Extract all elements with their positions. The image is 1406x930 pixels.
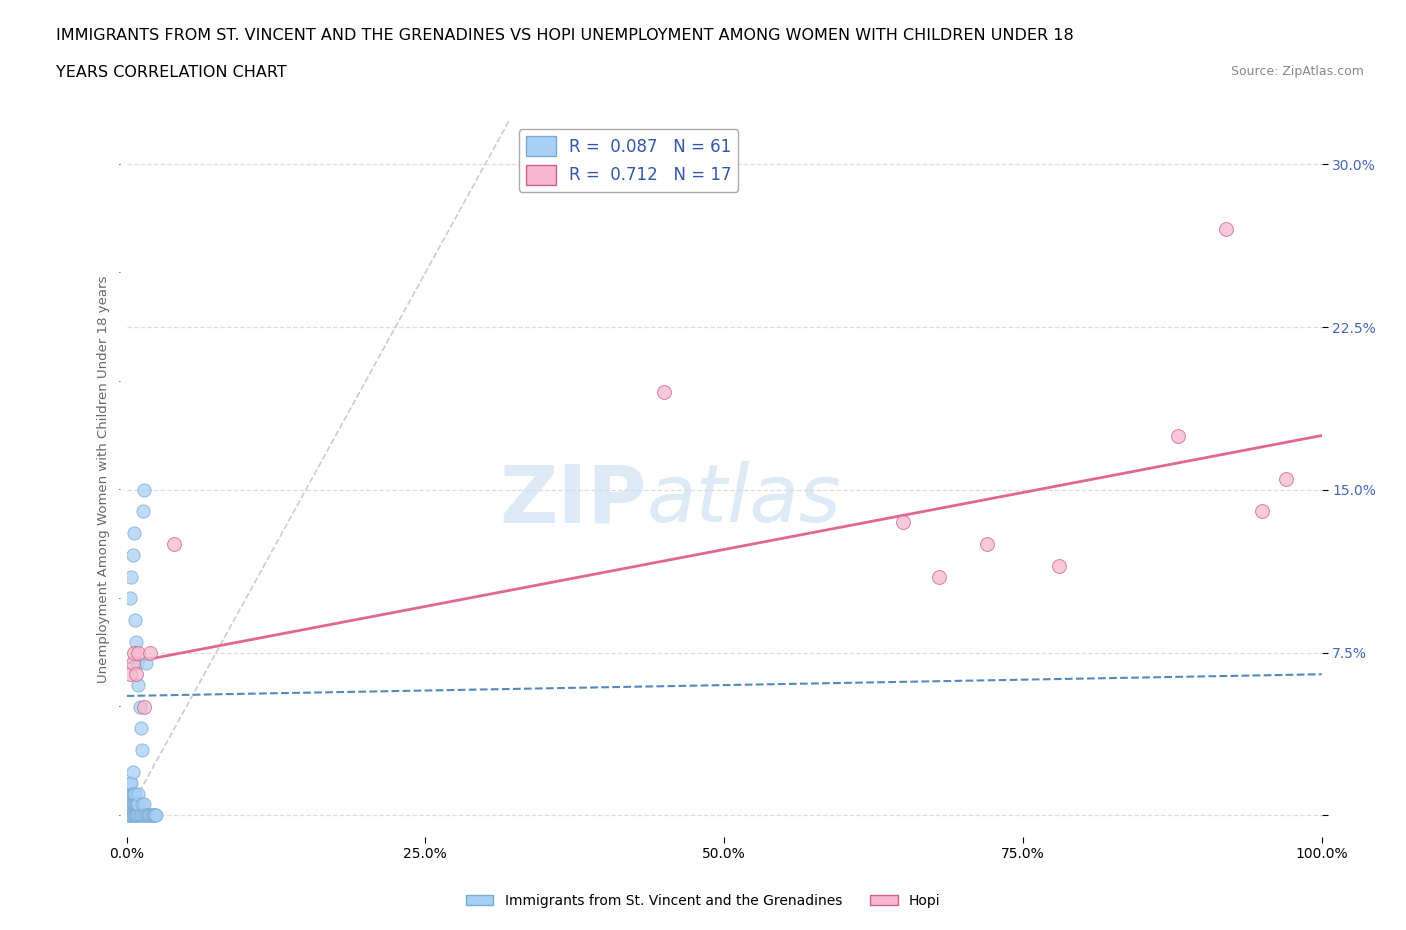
Point — [127, 656, 149, 671]
Point — [134, 808, 156, 823]
Point — [121, 548, 143, 563]
Point — [136, 808, 159, 823]
Point — [121, 786, 143, 801]
Point — [120, 797, 142, 812]
Point — [143, 808, 166, 823]
Point — [131, 743, 153, 758]
Point — [135, 808, 157, 823]
Point — [1274, 472, 1296, 486]
Text: IMMIGRANTS FROM ST. VINCENT AND THE GRENADINES VS HOPI UNEMPLOYMENT AMONG WOMEN : IMMIGRANTS FROM ST. VINCENT AND THE GREN… — [56, 28, 1074, 43]
Point — [134, 797, 156, 812]
Point — [132, 808, 155, 823]
Point — [122, 797, 145, 812]
Point — [120, 569, 142, 584]
Point — [127, 797, 149, 812]
Point — [1167, 428, 1189, 443]
Text: atlas: atlas — [647, 461, 841, 539]
Legend: R =  0.087   N = 61, R =  0.712   N = 17: R = 0.087 N = 61, R = 0.712 N = 17 — [519, 129, 738, 192]
Point — [143, 808, 166, 823]
Point — [1215, 222, 1237, 237]
Point — [117, 786, 139, 801]
Point — [125, 797, 148, 812]
Point — [976, 537, 998, 551]
Point — [120, 797, 142, 812]
Point — [128, 699, 150, 714]
Point — [127, 808, 149, 823]
Point — [139, 808, 162, 823]
Point — [120, 786, 142, 801]
Point — [125, 634, 148, 649]
Point — [124, 797, 146, 812]
Point — [118, 797, 141, 812]
Point — [131, 797, 153, 812]
Point — [163, 537, 186, 551]
Point — [121, 656, 143, 671]
Point — [120, 808, 142, 823]
Point — [139, 645, 162, 660]
Point — [120, 776, 142, 790]
Point — [129, 721, 152, 736]
Point — [120, 776, 142, 790]
Point — [120, 591, 142, 605]
Point — [120, 786, 142, 801]
Point — [124, 786, 146, 801]
Point — [127, 797, 149, 812]
Point — [122, 645, 145, 660]
Point — [134, 483, 156, 498]
Point — [1250, 504, 1272, 519]
Point — [118, 786, 141, 801]
Point — [138, 808, 160, 823]
Point — [127, 808, 149, 823]
Point — [142, 808, 165, 823]
Point — [122, 786, 145, 801]
Legend: Immigrants from St. Vincent and the Grenadines, Hopi: Immigrants from St. Vincent and the Gren… — [460, 889, 946, 914]
Point — [145, 808, 167, 823]
Point — [122, 525, 145, 540]
Point — [121, 764, 143, 779]
Point — [135, 808, 157, 823]
Point — [128, 808, 150, 823]
Y-axis label: Unemployment Among Women with Children Under 18 years: Unemployment Among Women with Children U… — [97, 275, 110, 683]
Point — [141, 808, 163, 823]
Point — [124, 808, 146, 823]
Point — [125, 667, 148, 682]
Point — [129, 808, 152, 823]
Point — [132, 504, 155, 519]
Point — [928, 569, 950, 584]
Point — [120, 808, 142, 823]
Text: ZIP: ZIP — [499, 461, 647, 539]
Point — [117, 808, 139, 823]
Point — [1047, 558, 1070, 573]
Text: YEARS CORRELATION CHART: YEARS CORRELATION CHART — [56, 65, 287, 80]
Point — [127, 645, 149, 660]
Point — [124, 613, 146, 628]
Point — [891, 515, 914, 530]
Point — [135, 656, 157, 671]
Point — [122, 808, 145, 823]
Point — [125, 808, 148, 823]
Point — [127, 678, 149, 693]
Point — [117, 797, 139, 812]
Point — [121, 797, 143, 812]
Point — [121, 808, 143, 823]
Text: Source: ZipAtlas.com: Source: ZipAtlas.com — [1230, 65, 1364, 78]
Point — [118, 808, 141, 823]
Point — [120, 667, 142, 682]
Point — [134, 699, 156, 714]
Point — [652, 385, 675, 400]
Point — [127, 786, 149, 801]
